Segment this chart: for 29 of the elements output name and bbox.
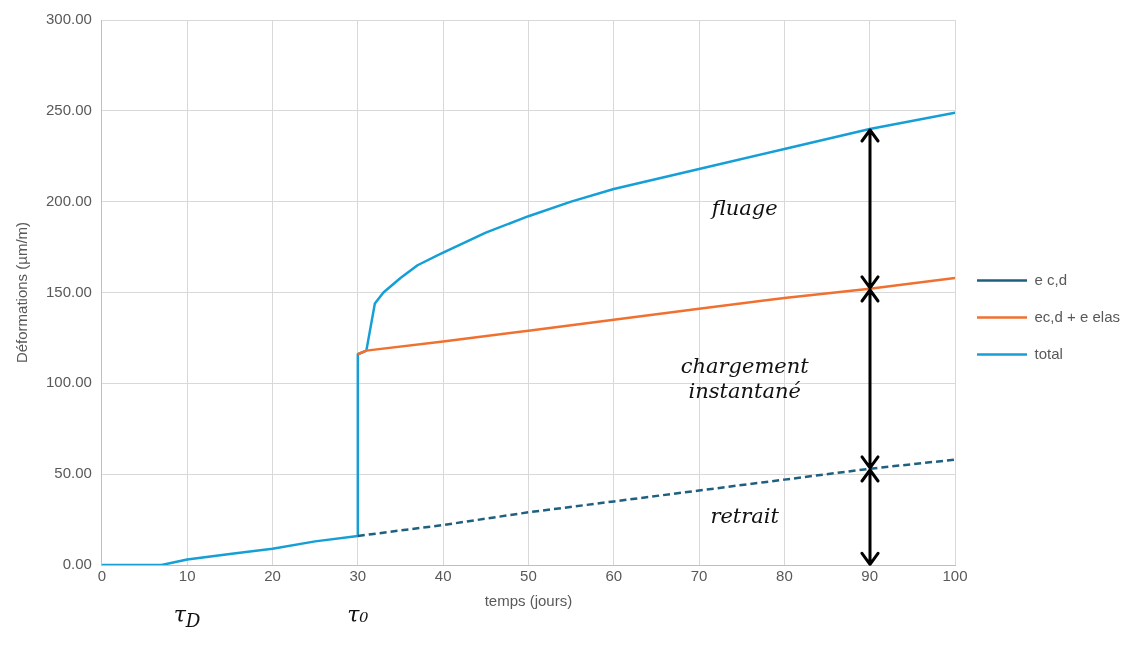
y-tick-label: 100.00 <box>45 373 92 391</box>
x-tick-label: 90 <box>861 567 879 585</box>
legend-label: ec,d + e elas <box>1034 307 1121 325</box>
x-tick-label: 10 <box>178 567 196 585</box>
x-tick-label: 60 <box>605 567 623 585</box>
y-axis-title: Déformations (µm/m) <box>13 221 31 364</box>
y-tick-label: 50.00 <box>54 464 92 482</box>
x-tick-label: 80 <box>776 567 793 585</box>
y-tick-label: 150.00 <box>45 282 92 300</box>
x-tick-label: 20 <box>264 567 281 585</box>
x-tick-label: 100 <box>942 567 968 585</box>
annotation: chargement instantané <box>679 353 810 405</box>
text: τ$_{D}$ <box>173 602 201 632</box>
x-tick-label: 40 <box>434 567 452 585</box>
x-tick-label: 0 <box>97 567 107 585</box>
y-tick-label: 200.00 <box>45 191 92 209</box>
text: τ₀ <box>347 602 369 628</box>
annotation: fluage <box>709 196 779 222</box>
y-tick-label: 250.00 <box>45 100 92 118</box>
annotation: retrait <box>709 504 780 530</box>
legend-label: total <box>1034 344 1063 362</box>
x-tick-label: 70 <box>690 567 708 585</box>
legend-label: e c,d <box>1034 270 1068 288</box>
y-tick-label: 0.00 <box>62 555 92 573</box>
y-tick-label: 300.00 <box>45 10 92 28</box>
line-series <box>356 458 956 538</box>
x-tick-label: 50 <box>520 567 537 585</box>
x-axis-title: temps (jours) <box>484 592 573 610</box>
x-tick-label: 30 <box>349 567 367 585</box>
